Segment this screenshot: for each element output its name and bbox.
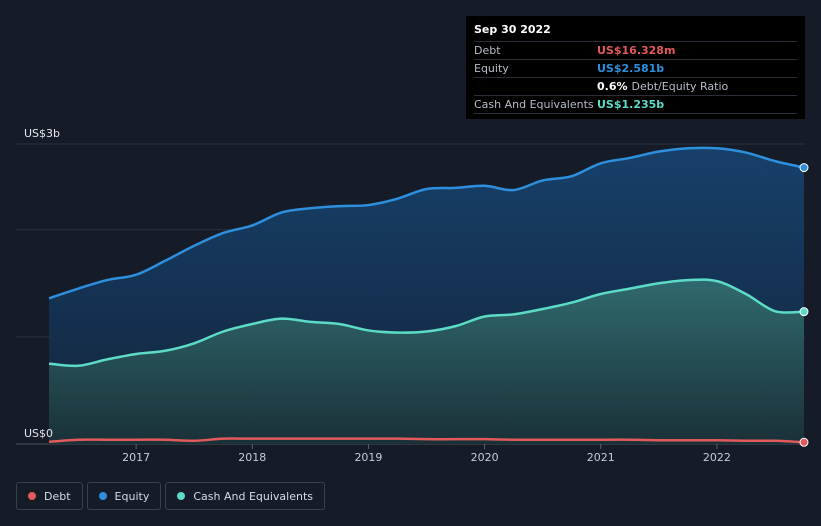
tooltip-ratio-label: Debt/Equity Ratio — [631, 80, 729, 93]
legend-label-debt: Debt — [44, 489, 71, 503]
legend-label-equity: Equity — [114, 489, 150, 503]
tooltip-equity-label: Equity — [474, 62, 509, 75]
cash-dot-icon — [177, 492, 186, 500]
equity-line — [48, 146, 805, 300]
tooltip-debt-label: Debt — [474, 44, 501, 57]
tooltip-panel: Sep 30 2022 Debt US$16.328m Equity US$2.… — [466, 16, 805, 119]
tooltip-cash-value: US$1.235b — [597, 98, 665, 111]
tooltip-row-cash: Cash And Equivalents US$1.235b — [474, 95, 797, 114]
cash-and-equivalents-area — [49, 279, 804, 444]
x-tick-label-2018: 2018 — [238, 451, 266, 464]
tooltip-equity-value: US$2.581b — [597, 62, 665, 75]
tooltip-date: Sep 30 2022 — [474, 23, 551, 36]
tooltip-ratio-value: 0.6% — [597, 80, 628, 93]
tooltip-row-debt: Debt US$16.328m — [474, 41, 797, 59]
legend-item-cash[interactable]: Cash And Equivalents — [165, 482, 325, 510]
tooltip-row-ratio: 0.6% Debt/Equity Ratio — [474, 77, 797, 95]
legend-label-cash: Cash And Equivalents — [193, 489, 313, 503]
debt-dot-icon — [28, 492, 36, 500]
y-tick-label-0: US$3b — [24, 127, 60, 140]
equity-end-point — [799, 163, 809, 173]
legend-item-debt[interactable]: Debt — [16, 482, 83, 510]
chart-legend: Debt Equity Cash And Equivalents — [16, 482, 329, 510]
cash-and-equivalents-end-point — [799, 307, 809, 317]
x-tick-label-2017: 2017 — [122, 451, 150, 464]
tooltip-row-equity: Equity US$2.581b — [474, 59, 797, 77]
tooltip-cash-label: Cash And Equivalents — [474, 98, 594, 111]
x-tick-label-2022: 2022 — [703, 451, 731, 464]
cash-and-equivalents-line — [48, 278, 805, 368]
x-tick-label-2020: 2020 — [471, 451, 499, 464]
x-tick-label-2021: 2021 — [587, 451, 615, 464]
debt-line — [48, 437, 805, 444]
equity-dot-icon — [98, 492, 107, 500]
legend-item-equity[interactable]: Equity — [86, 482, 162, 510]
x-tick-label-2019: 2019 — [354, 451, 382, 464]
debt-end-point — [799, 437, 809, 447]
y-tick-label-1: US$0 — [24, 427, 53, 440]
tooltip-debt-value: US$16.328m — [597, 44, 676, 57]
